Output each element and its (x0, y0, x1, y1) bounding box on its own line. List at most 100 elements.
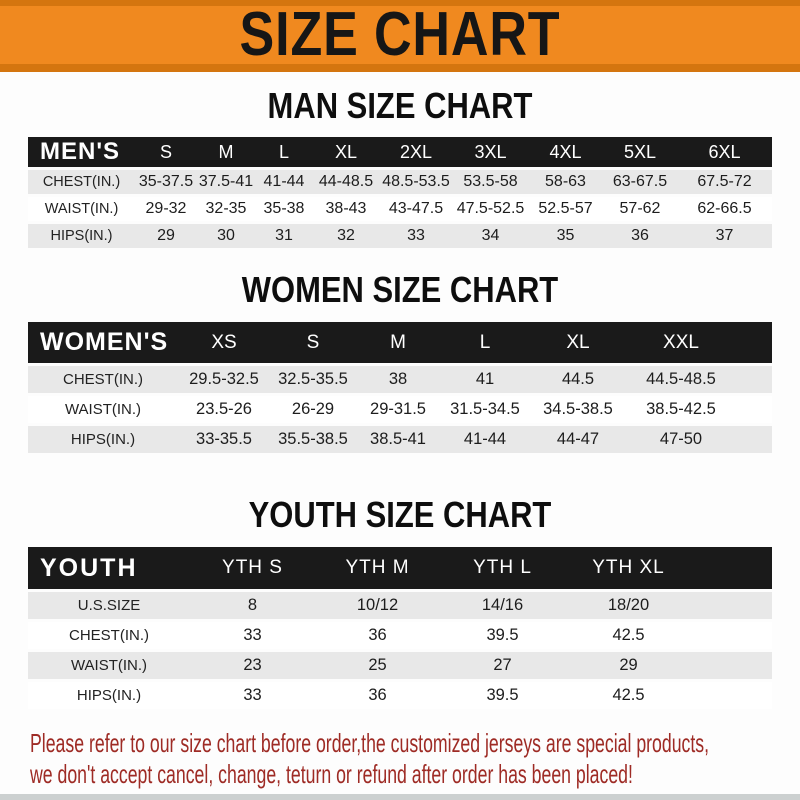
size-column-header: 5XL (603, 137, 677, 167)
bottom-edge-strip (0, 794, 800, 800)
size-value-cell: 33 (379, 224, 453, 248)
size-column-header: M (197, 137, 255, 167)
measurement-label-cell: HIPS(IN.) (28, 426, 178, 453)
size-value-cell: 63-67.5 (603, 170, 677, 194)
size-column-header: 4XL (528, 137, 603, 167)
header-row: WOMEN'S XS S M L XL XXL (28, 322, 772, 363)
size-value-cell: 62-66.5 (677, 197, 772, 221)
size-column-header: YTH M (315, 547, 440, 589)
disclaimer: Please refer to our size chart before or… (30, 728, 710, 790)
size-value-cell: 44-48.5 (313, 170, 379, 194)
size-value-cell: 36 (603, 224, 677, 248)
size-value-cell: 35-37.5 (135, 170, 197, 194)
size-column-header: 2XL (379, 137, 453, 167)
size-value-cell: 41-44 (255, 170, 313, 194)
measurement-label-cell: CHEST(IN.) (28, 366, 178, 393)
size-value-cell: 38.5-42.5 (626, 396, 736, 423)
size-value-cell: 36 (315, 622, 440, 649)
size-value-cell: 38-43 (313, 197, 379, 221)
table-row: CHEST(IN.) 35-37.5 37.5-41 41-44 44-48.5 48.5… (28, 170, 772, 194)
measurement-label-cell: HIPS(IN.) (28, 224, 135, 248)
size-value-cell: 29-31.5 (356, 396, 440, 423)
disclaimer-line-1: Please refer to our size chart before or… (30, 728, 710, 758)
size-value-cell: 29 (565, 652, 692, 679)
size-value-cell: 29.5-32.5 (178, 366, 270, 393)
size-value-cell: 18/20 (565, 592, 692, 619)
table-row: WAIST(IN.) 23.5-26 26-29 29-31.5 31.5-34.5 34… (28, 396, 772, 423)
size-value-cell: 41 (440, 366, 530, 393)
size-value-cell: 37 (677, 224, 772, 248)
size-value-cell: 25 (315, 652, 440, 679)
size-value-cell: 42.5 (565, 622, 692, 649)
size-column-header: 6XL (677, 137, 772, 167)
size-value-cell: 37.5-41 (197, 170, 255, 194)
measurement-label-cell: WAIST(IN.) (28, 396, 178, 423)
youth-section: YOUTH SIZE CHART (0, 456, 800, 544)
women-section-heading: WOMEN SIZE CHART (241, 269, 559, 310)
size-column-header: L (255, 137, 313, 167)
table-row: HIPS(IN.) 29 30 31 32 33 34 35 36 37 (28, 224, 772, 248)
size-value-cell (736, 426, 772, 453)
size-value-cell (692, 592, 772, 619)
size-value-cell: 44.5 (530, 366, 626, 393)
size-value-cell: 67.5-72 (677, 170, 772, 194)
disclaimer-line-2: we don't accept cancel, change, teturn o… (30, 759, 633, 789)
group-label-header: MEN'S (28, 137, 135, 167)
size-value-cell: 43-47.5 (379, 197, 453, 221)
size-column-header: XS (178, 322, 270, 363)
size-column-header: S (270, 322, 356, 363)
size-value-cell (736, 396, 772, 423)
size-value-cell: 31.5-34.5 (440, 396, 530, 423)
women-size-table: WOMEN'S XS S M L XL XXL CHEST(IN.) 29.5-32.5 32.5… (28, 319, 772, 456)
table-row: CHEST(IN.) 33 36 39.5 42.5 (28, 622, 772, 649)
size-value-cell (692, 682, 772, 709)
size-column-header: M (356, 322, 440, 363)
measurement-label-cell: CHEST(IN.) (28, 170, 135, 194)
size-value-cell: 53.5-58 (453, 170, 528, 194)
measurement-label-cell: WAIST(IN.) (28, 197, 135, 221)
table-row: WAIST(IN.) 23 25 27 29 (28, 652, 772, 679)
size-value-cell: 36 (315, 682, 440, 709)
size-value-cell: 38 (356, 366, 440, 393)
size-value-cell: 32.5-35.5 (270, 366, 356, 393)
size-value-cell: 58-63 (528, 170, 603, 194)
size-value-cell: 39.5 (440, 622, 565, 649)
size-value-cell: 14/16 (440, 592, 565, 619)
size-value-cell: 44-47 (530, 426, 626, 453)
size-value-cell (692, 652, 772, 679)
size-value-cell: 10/12 (315, 592, 440, 619)
size-value-cell: 34.5-38.5 (530, 396, 626, 423)
size-value-cell: 34 (453, 224, 528, 248)
size-value-cell: 33-35.5 (178, 426, 270, 453)
measurement-label-cell: HIPS(IN.) (28, 682, 190, 709)
size-value-cell: 29-32 (135, 197, 197, 221)
size-value-cell: 38.5-41 (356, 426, 440, 453)
size-value-cell: 32 (313, 224, 379, 248)
table-row: WAIST(IN.) 29-32 32-35 35-38 38-43 43-47.5 47.… (28, 197, 772, 221)
size-value-cell: 29 (135, 224, 197, 248)
size-value-cell: 23 (190, 652, 315, 679)
size-column-header: XXL (626, 322, 736, 363)
size-column-header: YTH XL (565, 547, 692, 589)
size-value-cell: 35-38 (255, 197, 313, 221)
table-row: HIPS(IN.) 33 36 39.5 42.5 (28, 682, 772, 709)
header-row: YOUTH YTH S YTH M YTH L YTH XL (28, 547, 772, 589)
size-value-cell: 26-29 (270, 396, 356, 423)
table-row: HIPS(IN.) 33-35.5 35.5-38.5 38.5-41 41-44 44-… (28, 426, 772, 453)
size-value-cell: 32-35 (197, 197, 255, 221)
men-section-heading: MAN SIZE CHART (267, 85, 533, 126)
size-value-cell: 42.5 (565, 682, 692, 709)
banner: SIZE CHART (0, 0, 800, 72)
size-value-cell (736, 366, 772, 393)
size-value-cell: 33 (190, 682, 315, 709)
size-value-cell: 47.5-52.5 (453, 197, 528, 221)
women-section: WOMEN SIZE CHART (0, 251, 800, 319)
size-column-header: XL (313, 137, 379, 167)
measurement-label-cell: U.S.SIZE (28, 592, 190, 619)
measurement-label-cell: CHEST(IN.) (28, 622, 190, 649)
size-value-cell: 8 (190, 592, 315, 619)
men-size-table: MEN'S S M L XL 2XL 3XL 4XL 5XL 6XL CHEST(IN.) 35-37… (28, 134, 772, 251)
size-value-cell: 33 (190, 622, 315, 649)
size-column-header: L (440, 322, 530, 363)
